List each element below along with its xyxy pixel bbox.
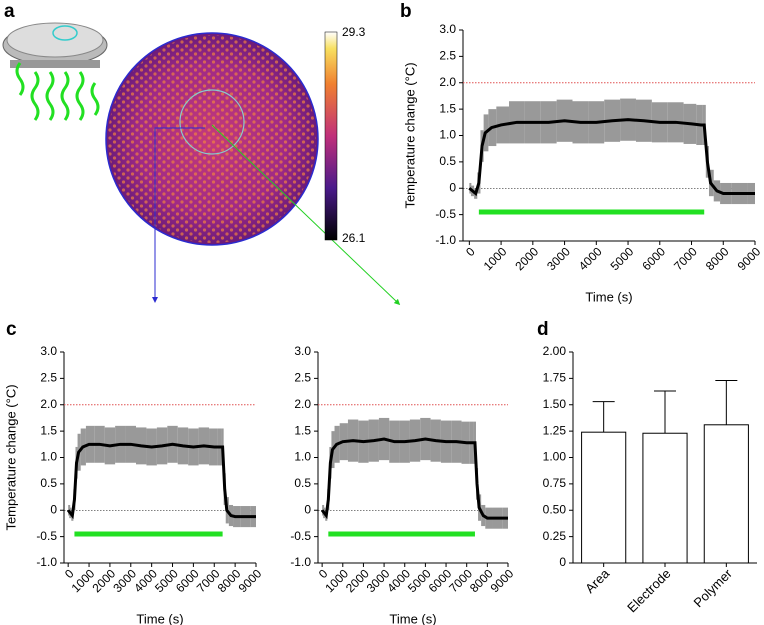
- x-tick-label: Polymer: [691, 565, 736, 610]
- y-tick-label: 0.75: [543, 476, 567, 490]
- x-axis-label: Time (s): [585, 289, 632, 304]
- x-tick-label: 9000: [735, 244, 764, 273]
- y-tick-label: 3.0: [439, 22, 456, 36]
- panel-label: a: [4, 1, 15, 22]
- y-tick-label: 0: [304, 502, 311, 516]
- x-tick-label: 5000: [608, 244, 637, 273]
- panel-a-art: [2, 22, 401, 306]
- y-tick-label: 1.00: [543, 450, 567, 464]
- y-tick-label: 1.25: [543, 423, 567, 437]
- y-tick-label: 1.0: [294, 450, 311, 464]
- y-tick-label: 2.0: [439, 75, 456, 89]
- y-axis-label: Temperature change (°C): [3, 384, 18, 530]
- x-tick-label: 7000: [671, 244, 700, 273]
- bar: [581, 431, 627, 564]
- y-tick-label: -1.0: [435, 233, 456, 247]
- mean-line: [320, 437, 508, 520]
- x-tick-label: 2000: [512, 244, 541, 273]
- x-tick-label: Electrode: [624, 566, 673, 615]
- y-tick-label: 0.25: [543, 529, 567, 543]
- y-tick-label: 3.0: [294, 344, 311, 358]
- x-tick-label: 6000: [639, 244, 668, 273]
- y-tick-label: -0.5: [290, 529, 311, 543]
- y-tick-label: 2.5: [439, 49, 456, 63]
- y-tick-label: 2.0: [40, 397, 57, 411]
- y-tick-label: 0: [449, 180, 456, 194]
- y-tick-label: 1.0: [40, 450, 57, 464]
- y-tick-label: 0: [50, 502, 57, 516]
- y-tick-label: 2.00: [543, 344, 567, 358]
- x-tick-label: 0: [463, 244, 478, 259]
- panel-label: d: [537, 319, 549, 340]
- y-tick-label: -0.5: [36, 529, 57, 543]
- y-tick-label: 0.5: [294, 476, 311, 490]
- x-tick-label: 9000: [236, 566, 265, 595]
- x-axis-label: Time (s): [389, 611, 436, 625]
- y-tick-label: 0.5: [439, 154, 456, 168]
- y-tick-label: 1.5: [439, 101, 456, 115]
- y-axis-label: Temperature change (°C): [402, 62, 417, 208]
- y-tick-label: 1.0: [439, 128, 456, 142]
- y-tick-label: 1.75: [543, 371, 567, 385]
- x-axis-label: Time (s): [136, 611, 183, 625]
- y-tick-label: 2.5: [294, 371, 311, 385]
- mean-line: [468, 118, 755, 197]
- y-tick-label: 2.5: [40, 371, 57, 385]
- panel-label: b: [400, 1, 412, 22]
- colorbar-max: 29.3: [342, 25, 366, 39]
- mean-line: [66, 442, 256, 520]
- panel-label: c: [6, 319, 17, 340]
- x-tick-label: 1000: [481, 244, 510, 273]
- x-tick-label: 3000: [544, 244, 573, 273]
- x-tick-label: 9000: [488, 566, 517, 595]
- x-tick-label: 8000: [703, 244, 732, 273]
- y-tick-label: 1.5: [40, 423, 57, 437]
- colorbar-min: 26.1: [342, 231, 366, 245]
- y-tick-label: 0: [559, 555, 566, 569]
- bar: [642, 432, 688, 564]
- y-tick-label: 3.0: [40, 344, 57, 358]
- bar: [703, 424, 749, 564]
- y-tick-label: -1.0: [290, 555, 311, 569]
- y-tick-label: 2.0: [294, 397, 311, 411]
- x-tick-label: Area: [582, 565, 613, 596]
- y-tick-label: 1.5: [294, 423, 311, 437]
- y-tick-label: 0.50: [543, 502, 567, 516]
- y-tick-label: -0.5: [435, 207, 456, 221]
- y-tick-label: 1.50: [543, 397, 567, 411]
- y-tick-label: -1.0: [36, 555, 57, 569]
- x-tick-label: 4000: [576, 244, 605, 273]
- y-tick-label: 0.5: [40, 476, 57, 490]
